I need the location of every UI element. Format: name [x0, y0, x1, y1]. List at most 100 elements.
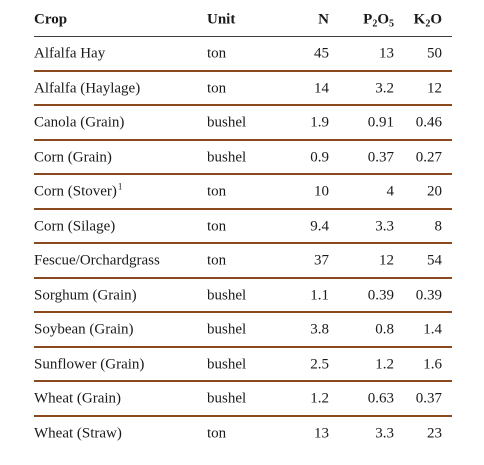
k2o-cell: 0.46 — [415, 114, 442, 131]
n-cell: 37 — [314, 252, 329, 269]
k2o-cell: 1.4 — [423, 321, 442, 338]
n-cell: 1.1 — [310, 287, 329, 304]
header-crop: Crop — [34, 11, 68, 28]
crop-cell: Alfalfa Hay — [34, 46, 105, 63]
header-p2o5-p: P — [363, 11, 373, 28]
crop-cell: Sunflower (Grain) — [34, 356, 144, 373]
table-row: Sunflower (Grain) bushel 2.5 1.2 1.6 — [34, 348, 452, 382]
row-divider — [34, 345, 452, 348]
crop-cell: Corn (Stover)1 — [34, 181, 123, 201]
p2o5-cell: 0.91 — [367, 114, 394, 131]
k2o-cell: 8 — [434, 218, 443, 235]
n-cell: 2.5 — [310, 356, 329, 373]
p2o5-cell: 4 — [386, 183, 395, 200]
header-p2o5-o: O — [377, 11, 389, 28]
table-row: Corn (Grain) bushel 0.9 0.37 0.27 — [34, 141, 452, 175]
header-k2o-k: K — [413, 11, 426, 28]
crop-name: Wheat (Straw) — [34, 425, 122, 442]
crop-cell: Wheat (Straw) — [34, 425, 122, 442]
k2o-cell: 1.6 — [423, 356, 442, 373]
unit-cell: ton — [207, 425, 227, 442]
unit-cell: ton — [207, 45, 227, 62]
table-row: Fescue/Orchardgrass ton 37 12 54 — [34, 244, 452, 279]
row-divider — [34, 276, 452, 279]
crop-name: Alfalfa Hay — [34, 45, 106, 62]
unit-cell: ton — [207, 183, 227, 200]
p2o5-cell: 0.8 — [375, 321, 394, 338]
row-divider — [34, 173, 452, 175]
table-body: Alfalfa Hay ton 45 13 50 Alfalfa (Haylage) ton… — [34, 37, 452, 451]
p2o5-cell: 3.2 — [375, 80, 394, 97]
row-divider — [34, 414, 452, 417]
row-divider — [34, 69, 452, 72]
crop-name: Sunflower (Grain) — [34, 356, 145, 373]
unit-cell: bushel — [207, 356, 247, 373]
header-p2o5-sub5: 5 — [389, 18, 394, 30]
k2o-cell: 0.27 — [415, 149, 442, 166]
k2o-cell: 12 — [427, 80, 442, 97]
crop-cell: Corn (Silage) — [34, 218, 115, 235]
table-row: Corn (Stover)1 ton 10 4 20 — [34, 175, 452, 210]
crop-name: Corn (Stover) — [34, 183, 117, 200]
p2o5-cell: 3.3 — [375, 218, 394, 235]
table-header-row: Crop Unit N P2O5 K2O — [34, 4, 452, 37]
crop-cell: Wheat (Grain) — [34, 391, 121, 408]
k2o-cell: 54 — [427, 252, 442, 269]
k2o-cell: 0.39 — [415, 287, 442, 304]
header-p2o5-sub2: 2 — [372, 18, 378, 30]
p2o5-cell: 13 — [379, 45, 394, 62]
unit-cell: bushel — [207, 321, 247, 338]
n-cell: 14 — [314, 80, 329, 97]
row-divider — [34, 138, 452, 141]
row-divider — [34, 380, 452, 382]
header-k2o-sub2: 2 — [425, 18, 431, 30]
k2o-cell: 0.37 — [415, 390, 442, 407]
crop-name: Corn (Grain) — [34, 149, 112, 166]
unit-cell: bushel — [207, 287, 247, 304]
table-row: Soybean (Grain) bushel 3.8 0.8 1.4 — [34, 313, 452, 348]
n-cell: 10 — [314, 183, 329, 200]
row-divider — [34, 311, 452, 313]
crop-name: Fescue/Orchardgrass — [34, 252, 160, 269]
header-k2o: K2O — [413, 11, 442, 30]
table-row: Alfalfa (Haylage) ton 14 3.2 12 — [34, 72, 452, 106]
crop-cell: Sorghum (Grain) — [34, 287, 137, 304]
crop-cell: Canola (Grain) — [34, 115, 124, 132]
n-cell: 1.9 — [310, 114, 329, 131]
unit-cell: bushel — [207, 149, 247, 166]
unit-cell: ton — [207, 252, 227, 269]
k2o-cell: 20 — [427, 183, 442, 200]
k2o-cell: 23 — [427, 425, 442, 442]
table-row: Corn (Silage) ton 9.4 3.3 8 — [34, 210, 452, 244]
crop-cell: Corn (Grain) — [34, 149, 112, 166]
header-unit: Unit — [207, 11, 236, 28]
crop-cell: Fescue/Orchardgrass — [34, 253, 160, 270]
nutrient-removal-table: Crop Unit N P2O5 K2O Alfalfa Hay ton 4 5 13 5… — [34, 4, 452, 451]
unit-cell: ton — [207, 218, 227, 235]
table-row: Canola (Grain) bushel 1.9 0.91 0.46 — [34, 106, 452, 141]
row-divider — [34, 242, 452, 244]
row-divider — [34, 207, 452, 210]
n-cell: 13 — [314, 425, 329, 442]
k2o-cell: 50 — [427, 45, 442, 62]
n-cell: 1.2 — [310, 390, 329, 407]
crop-name: Corn (Silage) — [34, 218, 116, 235]
header-n: N — [318, 11, 329, 28]
table-row: Sorghum (Grain) bushel 1.1 0.39 0.39 — [34, 279, 452, 313]
header-k2o-o: O — [430, 11, 442, 28]
unit-cell: ton — [207, 80, 227, 97]
crop-name: Canola (Grain) — [34, 114, 125, 131]
n-cell: 0.9 — [310, 149, 329, 166]
n-cell: 3.8 — [310, 321, 329, 338]
p2o5-cell: 0.63 — [367, 390, 394, 407]
p2o5-cell: 12 — [379, 252, 394, 269]
crop-name: Wheat (Grain) — [34, 390, 122, 407]
crop-cell: Soybean (Grain) — [34, 322, 134, 339]
crop-name: Soybean (Grain) — [34, 321, 134, 338]
footnote-marker: 1 — [117, 181, 123, 192]
unit-cell: bushel — [207, 114, 247, 131]
p2o5-cell: 1.2 — [375, 356, 394, 373]
row-divider — [34, 104, 452, 106]
unit-cell: bushel — [207, 390, 247, 407]
crop-name: Sorghum (Grain) — [34, 287, 137, 304]
